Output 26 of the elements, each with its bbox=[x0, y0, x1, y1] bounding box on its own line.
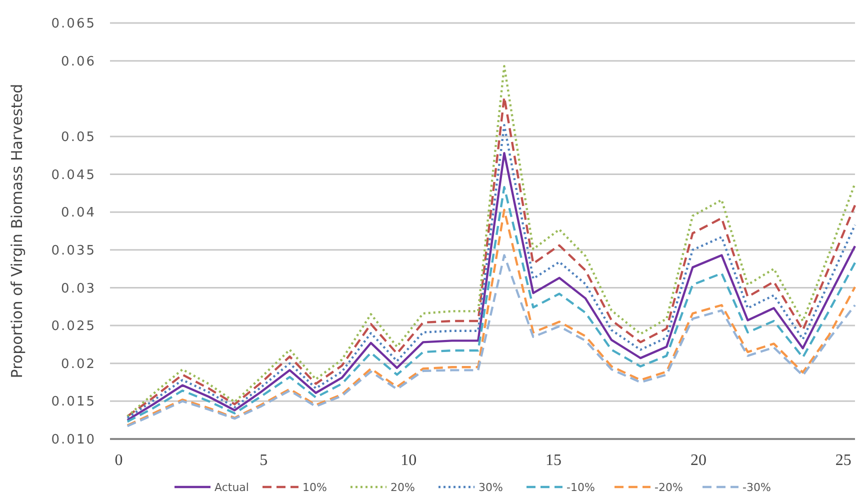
x-tick-label: 10 bbox=[400, 452, 417, 469]
x-tick-label: 25 bbox=[835, 452, 852, 469]
y-tick-label: 0.06 bbox=[61, 54, 96, 70]
y-axis-title: Proportion of Virgin Biomass Harvested bbox=[8, 84, 26, 378]
legend-label: 20% bbox=[390, 480, 415, 494]
line-series bbox=[126, 254, 856, 428]
x-tick-label: 5 bbox=[260, 452, 268, 469]
y-tick-label: 0.04 bbox=[61, 206, 96, 221]
y-tick-label: 0.03 bbox=[61, 281, 96, 296]
y-tick-label: 0.035 bbox=[51, 243, 96, 258]
legend-label: -20% bbox=[654, 480, 683, 494]
x-tick-label: 20 bbox=[690, 452, 706, 469]
y-tick-label: 0.010 bbox=[51, 432, 96, 448]
x-tick-label: 0 bbox=[114, 452, 123, 469]
y-tick-label: 0.065 bbox=[51, 16, 96, 32]
legend-label: -30% bbox=[742, 480, 771, 494]
y-tick-label: 0.02 bbox=[61, 356, 96, 372]
y-tick-label: 0.025 bbox=[51, 319, 96, 334]
x-tick-label: 15 bbox=[546, 452, 562, 469]
y-tick-label: 0.015 bbox=[51, 394, 96, 410]
legend-label: Actual bbox=[214, 480, 249, 494]
y-tick-label: 0.045 bbox=[51, 168, 96, 183]
y-tick-label: 0.05 bbox=[61, 130, 96, 146]
legend-label: -10% bbox=[566, 480, 595, 494]
legend-label: 30% bbox=[478, 480, 503, 494]
legend-label: 10% bbox=[302, 480, 327, 494]
